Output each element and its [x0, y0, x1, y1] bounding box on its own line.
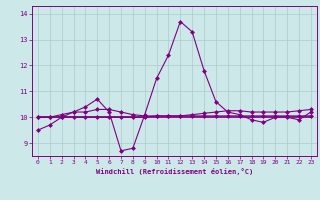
X-axis label: Windchill (Refroidissement éolien,°C): Windchill (Refroidissement éolien,°C) [96, 168, 253, 175]
